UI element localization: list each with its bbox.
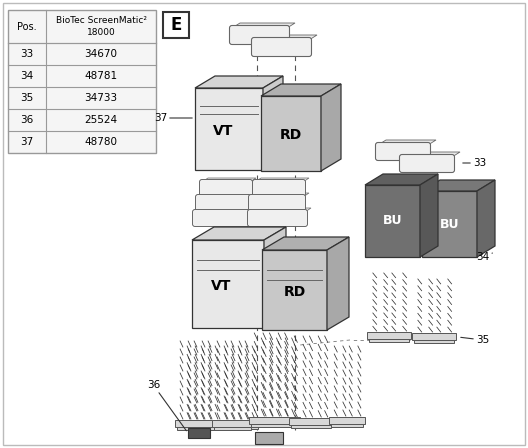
Polygon shape <box>422 191 477 257</box>
Polygon shape <box>264 227 286 328</box>
Text: E: E <box>171 16 182 34</box>
Text: RD: RD <box>284 284 306 299</box>
FancyBboxPatch shape <box>400 155 455 172</box>
Text: 33: 33 <box>21 49 34 59</box>
Bar <box>163 12 189 38</box>
Bar <box>184 426 221 429</box>
Bar <box>412 333 456 340</box>
Polygon shape <box>195 208 256 212</box>
Text: 34733: 34733 <box>84 93 118 103</box>
FancyBboxPatch shape <box>195 194 252 211</box>
Bar <box>249 417 293 424</box>
Bar <box>8 10 156 153</box>
Bar <box>289 418 333 425</box>
Polygon shape <box>202 178 256 182</box>
Text: 37: 37 <box>154 113 192 123</box>
Bar <box>177 427 214 430</box>
Text: 25524: 25524 <box>84 115 118 125</box>
Text: 34670: 34670 <box>84 49 118 59</box>
Text: BU: BU <box>440 217 459 231</box>
Polygon shape <box>192 227 286 240</box>
Polygon shape <box>420 174 438 257</box>
Polygon shape <box>402 152 460 157</box>
Bar <box>251 424 291 427</box>
Polygon shape <box>262 250 327 330</box>
Polygon shape <box>195 76 283 88</box>
Bar <box>188 428 210 438</box>
Bar <box>369 339 409 342</box>
Polygon shape <box>261 84 341 96</box>
Text: BioTec ScreenMatic²: BioTec ScreenMatic² <box>55 16 146 25</box>
Text: 34: 34 <box>21 71 34 81</box>
Polygon shape <box>263 76 283 170</box>
FancyBboxPatch shape <box>252 180 306 197</box>
Text: 34: 34 <box>476 252 493 262</box>
FancyBboxPatch shape <box>200 180 252 197</box>
Polygon shape <box>195 88 263 170</box>
Polygon shape <box>262 237 349 250</box>
Bar <box>219 420 260 426</box>
Polygon shape <box>250 208 311 212</box>
Polygon shape <box>365 174 438 185</box>
Polygon shape <box>192 240 264 328</box>
Polygon shape <box>365 185 420 257</box>
FancyBboxPatch shape <box>248 210 307 227</box>
Text: 35: 35 <box>461 335 489 345</box>
Text: VT: VT <box>211 279 231 293</box>
Bar <box>214 427 251 430</box>
FancyBboxPatch shape <box>193 210 252 227</box>
Text: 36: 36 <box>147 380 186 431</box>
Text: 35: 35 <box>21 93 34 103</box>
Polygon shape <box>321 84 341 171</box>
Text: BU: BU <box>383 215 402 228</box>
Polygon shape <box>261 96 321 171</box>
Bar <box>329 417 365 424</box>
Bar <box>414 340 454 343</box>
Polygon shape <box>251 193 309 197</box>
Bar <box>256 417 300 423</box>
Polygon shape <box>232 23 295 28</box>
Text: 48781: 48781 <box>84 71 118 81</box>
Text: 33: 33 <box>463 158 486 168</box>
FancyBboxPatch shape <box>249 194 306 211</box>
Bar <box>212 420 253 427</box>
FancyBboxPatch shape <box>251 38 312 56</box>
Text: 37: 37 <box>21 137 34 147</box>
Polygon shape <box>254 35 317 40</box>
Bar <box>258 423 298 426</box>
Bar <box>331 424 363 427</box>
Bar <box>291 425 331 428</box>
Bar <box>255 432 283 444</box>
Text: 48780: 48780 <box>84 137 118 147</box>
Bar <box>221 426 258 429</box>
Polygon shape <box>198 193 256 197</box>
Polygon shape <box>422 180 495 191</box>
Text: VT: VT <box>213 124 234 138</box>
Text: RD: RD <box>280 128 302 142</box>
Bar <box>175 420 216 427</box>
Polygon shape <box>327 237 349 330</box>
FancyBboxPatch shape <box>375 142 430 160</box>
Polygon shape <box>477 180 495 257</box>
Bar <box>367 332 411 339</box>
Polygon shape <box>255 178 309 182</box>
Text: 18000: 18000 <box>87 28 116 37</box>
Polygon shape <box>378 140 436 145</box>
Text: Pos.: Pos. <box>17 22 37 31</box>
Bar <box>182 420 223 426</box>
Text: 36: 36 <box>21 115 34 125</box>
FancyBboxPatch shape <box>230 26 289 44</box>
